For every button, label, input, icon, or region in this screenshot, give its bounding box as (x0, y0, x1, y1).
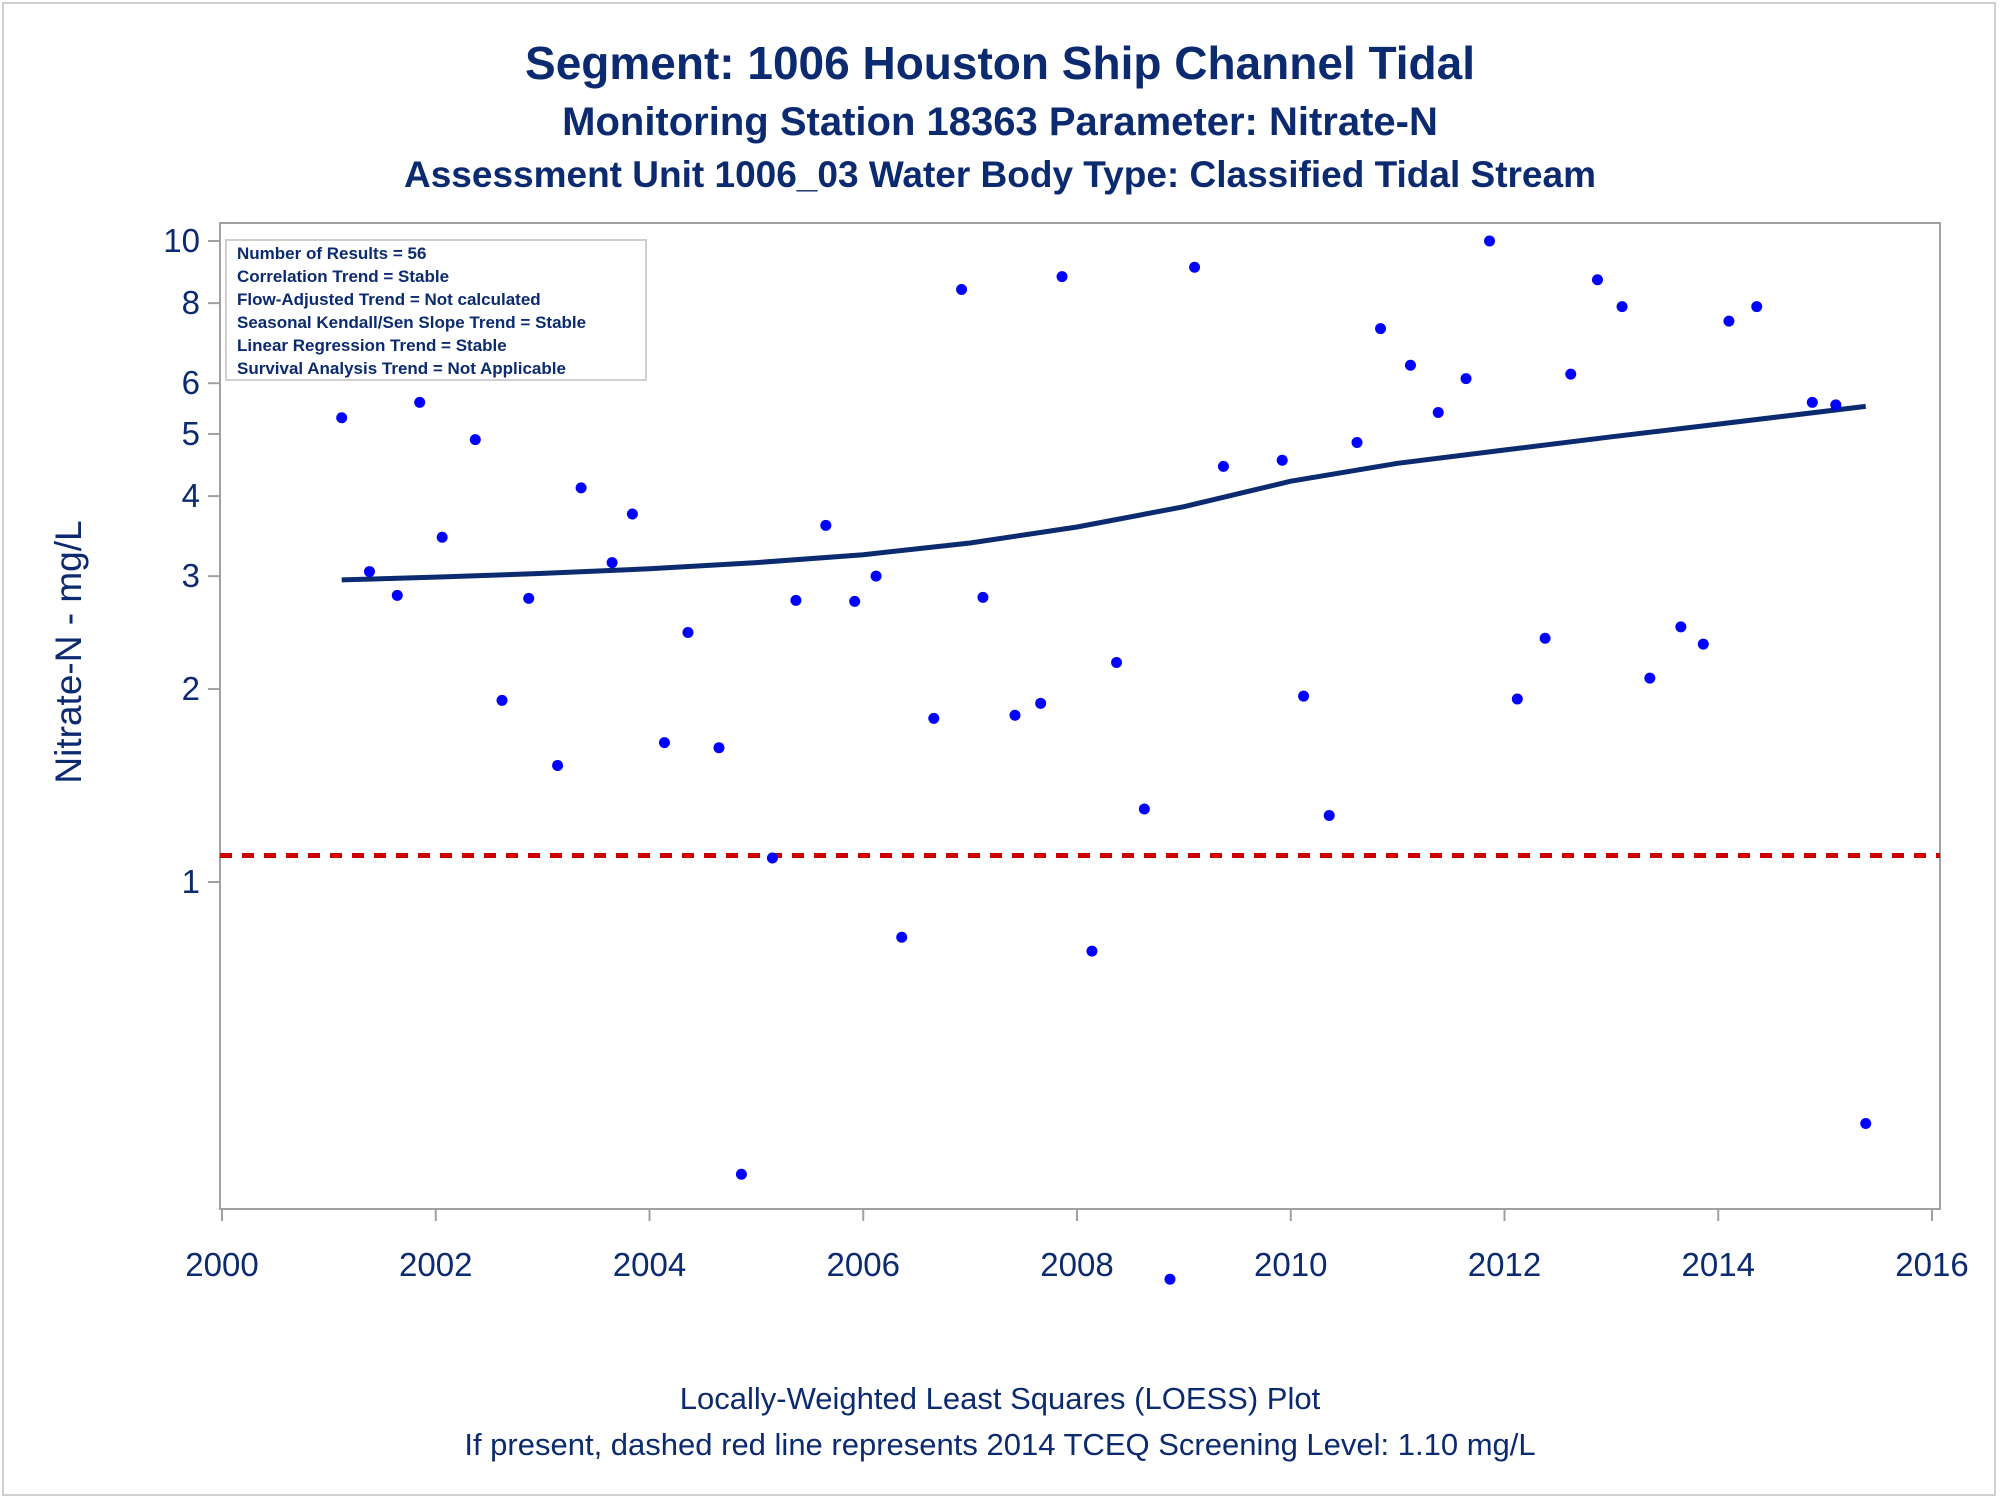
data-point (1806, 396, 1818, 408)
y-tick-label: 2 (182, 670, 200, 707)
chart-title: Segment: 1006 Houston Ship Channel Tidal (525, 37, 1475, 89)
data-point (1432, 407, 1444, 419)
data-point (658, 737, 670, 749)
x-tick-label: 2016 (1895, 1246, 1968, 1283)
data-point (469, 434, 481, 446)
y-tick-label: 1 (182, 863, 200, 900)
data-point (1723, 315, 1735, 327)
data-point (336, 412, 348, 424)
footnote-loess: Locally-Weighted Least Squares (LOESS) P… (679, 1381, 1321, 1416)
data-point (1539, 632, 1551, 644)
data-point (820, 519, 832, 531)
data-point (1751, 301, 1763, 313)
x-tick-label: 2008 (1040, 1246, 1113, 1283)
data-point (552, 759, 564, 771)
data-point (1111, 657, 1123, 669)
data-point (790, 594, 802, 606)
data-point (1276, 454, 1288, 466)
data-point (1375, 323, 1387, 335)
x-tick-label: 2004 (613, 1246, 686, 1283)
y-tick-label: 5 (182, 415, 200, 452)
data-point (436, 531, 448, 543)
data-point (1164, 1273, 1176, 1285)
data-point (606, 557, 618, 569)
data-point (1009, 709, 1021, 721)
data-point (1298, 690, 1310, 702)
y-tick-label: 3 (182, 557, 200, 594)
data-point (1675, 621, 1687, 633)
data-point (1511, 693, 1523, 705)
data-point (1460, 373, 1472, 385)
x-tick-label: 2006 (827, 1246, 900, 1283)
plot-area-border (219, 222, 1941, 1210)
data-point (928, 712, 940, 724)
data-point (1035, 697, 1047, 709)
chart-subtitle-assessment: Assessment Unit 1006_03 Water Body Type:… (404, 154, 1596, 195)
data-point (391, 589, 403, 601)
data-point (1697, 638, 1709, 650)
data-point (1860, 1117, 1872, 1129)
data-point (849, 595, 861, 607)
data-point (896, 931, 908, 943)
data-point (1404, 359, 1416, 371)
data-point (1086, 945, 1098, 957)
data-point (575, 482, 587, 494)
stats-box-line: Flow-Adjusted Trend = Not calculated (237, 290, 541, 309)
data-point (1616, 301, 1628, 313)
loess-trend-line (341, 403, 1866, 583)
data-point (1644, 672, 1656, 684)
y-tick-label: 8 (182, 284, 200, 321)
data-point (956, 284, 968, 296)
stats-box-line: Linear Regression Trend = Stable (237, 336, 507, 355)
data-point (1217, 460, 1229, 472)
data-point (735, 1168, 747, 1180)
x-tick-label: 2010 (1254, 1246, 1327, 1283)
stats-box-line: Survival Analysis Trend = Not Applicable (237, 359, 566, 378)
data-point (1351, 436, 1363, 448)
data-point (1591, 274, 1603, 286)
x-tick-label: 2000 (185, 1246, 258, 1283)
data-point (523, 592, 535, 604)
data-point (414, 396, 426, 408)
stats-box-line: Correlation Trend = Stable (237, 267, 449, 286)
x-tick-label: 2012 (1468, 1246, 1541, 1283)
stats-box-line: Seasonal Kendall/Sen Slope Trend = Stabl… (237, 313, 586, 332)
data-point (1484, 235, 1496, 247)
y-tick-label: 6 (182, 364, 200, 401)
data-point (1138, 803, 1150, 815)
data-point (766, 852, 778, 864)
stats-box-line: Number of Results = 56 (237, 244, 426, 263)
data-point (1830, 399, 1842, 411)
data-point (1565, 368, 1577, 380)
data-point (977, 591, 989, 603)
data-point (682, 627, 694, 639)
data-point (363, 566, 375, 578)
chart-subtitle-station: Monitoring Station 18363 Parameter: Nitr… (562, 100, 1438, 144)
x-tick-label: 2014 (1682, 1246, 1755, 1283)
data-point (1323, 809, 1335, 821)
data-point (496, 694, 508, 706)
data-point (1056, 271, 1068, 283)
x-tick-label: 2002 (399, 1246, 472, 1283)
data-point (626, 508, 638, 520)
data-point (870, 570, 882, 582)
y-tick-label: 4 (182, 477, 200, 514)
data-point (713, 742, 725, 754)
data-point (1189, 261, 1201, 273)
stats-box (225, 239, 647, 381)
y-tick-label: 10 (163, 222, 200, 259)
footnote-screening: If present, dashed red line represents 2… (464, 1427, 1536, 1462)
